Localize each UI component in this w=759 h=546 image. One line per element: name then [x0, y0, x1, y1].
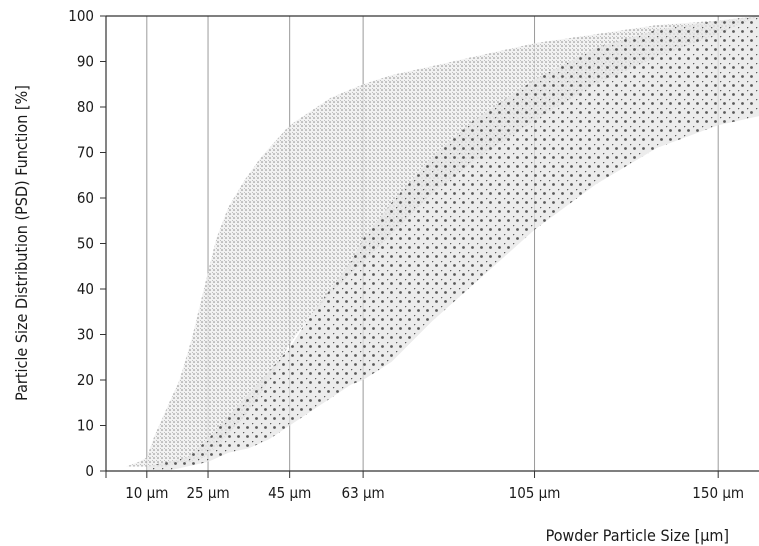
x-axis-title: Powder Particle Size [µm] — [546, 526, 729, 545]
y-tick-label-80: 80 — [77, 98, 94, 116]
y-tick-label-50: 50 — [77, 235, 94, 253]
y-tick-label-20: 20 — [77, 371, 94, 389]
x-axis-ticks: 10 µm 25 µm 45 µm 63 µm 105 µm 150 µm — [105, 471, 744, 502]
band-2-dots — [146, 16, 759, 471]
x-tick-label-105: 105 µm — [509, 484, 561, 502]
y-axis-ticks: 0 10 20 30 40 50 60 70 80 90 100 — [68, 7, 106, 480]
distribution-bands — [110, 16, 759, 471]
band-1-dots — [110, 16, 759, 467]
y-tick-label-70: 70 — [77, 144, 94, 162]
y-axis-title: Particle Size Distribution (PSD) Functio… — [12, 85, 31, 401]
x-tick-label-45: 45 µm — [268, 484, 311, 502]
x-tick-label-150: 150 µm — [692, 484, 744, 502]
y-tick-label-60: 60 — [77, 189, 94, 207]
y-tick-label-100: 100 — [68, 7, 94, 25]
x-tick-label-10: 10 µm — [125, 484, 168, 502]
x-tick-label-63: 63 µm — [342, 484, 385, 502]
y-tick-label-90: 90 — [77, 53, 94, 71]
y-tick-label-0: 0 — [85, 462, 94, 480]
y-tick-label-40: 40 — [77, 280, 94, 298]
x-tick-label-25: 25 µm — [186, 484, 229, 502]
y-tick-label-30: 30 — [77, 326, 94, 344]
y-tick-label-10: 10 — [77, 417, 94, 435]
